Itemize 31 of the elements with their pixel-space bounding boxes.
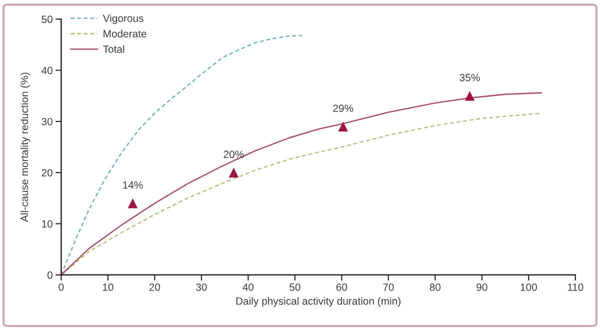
- y-tick-label: 40: [42, 66, 52, 74]
- y-tick-label: 20: [42, 169, 52, 176]
- data-label: 29%: [333, 104, 354, 112]
- x-tick-label: 50: [290, 284, 300, 291]
- y-tick-label: 50: [42, 16, 52, 24]
- x-tick-label: 0: [58, 284, 64, 291]
- point: [228, 168, 239, 178]
- data-label: 14%: [123, 181, 143, 189]
- point: [464, 90, 475, 101]
- y-tick-label: 30: [42, 118, 52, 126]
- x-tick-label: 20: [149, 284, 160, 291]
- data-label: 35%: [460, 74, 480, 82]
- legend-label: Moderate: [104, 30, 146, 38]
- y-axis-title: All-cause mortality reduction (%): [20, 72, 30, 222]
- x-axis-title: Daily physical activity duration (min): [236, 297, 400, 307]
- x-tick-label: 100: [520, 284, 537, 291]
- x-tick-label: 90: [476, 284, 488, 291]
- legend-label: Vigorous: [102, 14, 144, 24]
- y-tick-label: 10: [42, 220, 52, 228]
- data-label: 20%: [224, 150, 244, 158]
- x-tick-label: 30: [196, 284, 207, 291]
- point: [338, 122, 348, 132]
- x-tick-label: 80: [430, 284, 441, 291]
- y-tick-label: 0: [47, 271, 52, 279]
- x-tick-label: 70: [383, 284, 394, 291]
- legend-label: Total: [103, 45, 124, 53]
- x-tick-label: 40: [242, 284, 254, 291]
- point: [128, 198, 138, 208]
- x-tick-label: 10: [102, 284, 114, 291]
- x-tick-label: 110: [568, 284, 584, 291]
- x-tick-label: 60: [336, 284, 348, 291]
